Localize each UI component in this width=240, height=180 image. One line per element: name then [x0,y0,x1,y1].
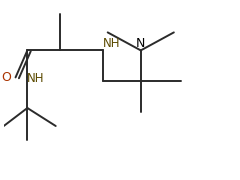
Text: NH: NH [27,72,45,85]
Text: O: O [2,71,12,84]
Text: NH: NH [103,37,120,50]
Text: N: N [136,37,145,50]
